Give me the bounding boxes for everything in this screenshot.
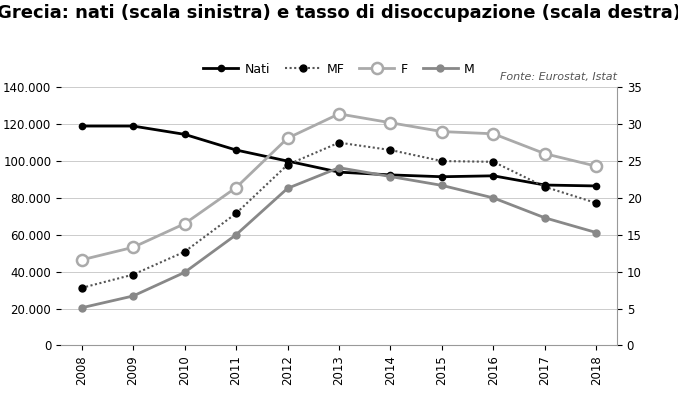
F bbox=[129, 245, 137, 250]
F bbox=[438, 129, 446, 134]
MF bbox=[232, 211, 240, 216]
Nati bbox=[335, 170, 343, 175]
Line: M: M bbox=[78, 164, 600, 311]
M bbox=[541, 216, 549, 220]
F bbox=[593, 164, 601, 169]
MF bbox=[541, 185, 549, 189]
Nati bbox=[232, 148, 240, 152]
Nati bbox=[77, 124, 85, 129]
MF bbox=[180, 249, 188, 254]
Text: Grecia: nati (scala sinistra) e tasso di disoccupazione (scala destra): Grecia: nati (scala sinistra) e tasso di… bbox=[0, 4, 678, 22]
Nati bbox=[180, 132, 188, 137]
Nati bbox=[129, 124, 137, 129]
MF bbox=[283, 162, 292, 167]
M bbox=[129, 294, 137, 299]
M bbox=[593, 230, 601, 235]
Nati bbox=[490, 173, 498, 178]
Line: MF: MF bbox=[78, 139, 600, 291]
F bbox=[386, 120, 395, 125]
MF bbox=[438, 159, 446, 164]
F bbox=[541, 151, 549, 156]
MF bbox=[593, 201, 601, 206]
M bbox=[77, 305, 85, 310]
Legend: Nati, MF, F, M: Nati, MF, F, M bbox=[203, 63, 475, 76]
M bbox=[232, 232, 240, 237]
MF bbox=[129, 272, 137, 277]
F bbox=[283, 136, 292, 141]
F bbox=[490, 131, 498, 136]
Text: Fonte: Eurostat, Istat: Fonte: Eurostat, Istat bbox=[500, 72, 617, 82]
M bbox=[335, 165, 343, 170]
M bbox=[283, 186, 292, 191]
Nati bbox=[541, 183, 549, 187]
Line: F: F bbox=[76, 108, 602, 266]
M bbox=[386, 174, 395, 179]
M bbox=[180, 270, 188, 275]
M bbox=[490, 196, 498, 200]
M bbox=[438, 183, 446, 188]
F bbox=[77, 258, 85, 262]
MF bbox=[386, 148, 395, 152]
Nati bbox=[593, 183, 601, 188]
Line: Nati: Nati bbox=[79, 123, 599, 189]
MF bbox=[490, 160, 498, 164]
Nati bbox=[438, 174, 446, 179]
F bbox=[335, 112, 343, 116]
F bbox=[232, 185, 240, 190]
MF bbox=[77, 285, 85, 290]
Nati bbox=[283, 159, 292, 164]
MF bbox=[335, 140, 343, 145]
F bbox=[180, 222, 188, 226]
Nati bbox=[386, 173, 395, 177]
